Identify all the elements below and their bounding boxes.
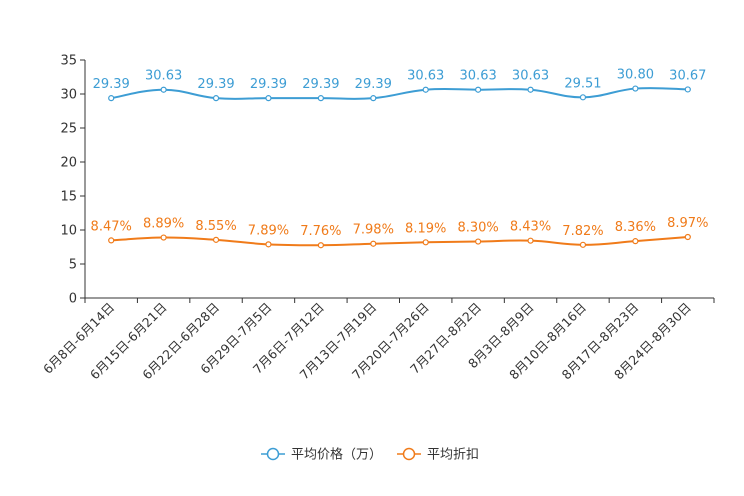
data-point[interactable] bbox=[422, 86, 429, 93]
data-label: 29.39 bbox=[250, 77, 287, 92]
data-label: 30.63 bbox=[407, 69, 444, 84]
data-point[interactable] bbox=[160, 86, 167, 93]
data-point[interactable] bbox=[684, 233, 691, 241]
data-point[interactable] bbox=[579, 94, 587, 101]
y-tick-label: 0 bbox=[69, 292, 77, 307]
data-label: 8.43% bbox=[510, 220, 551, 235]
data-label: 7.82% bbox=[562, 224, 603, 239]
legend-item-1[interactable]: 平均价格（万） bbox=[261, 447, 382, 463]
data-point[interactable] bbox=[579, 241, 587, 248]
data-label: 29.39 bbox=[355, 77, 392, 92]
data-point[interactable] bbox=[475, 86, 482, 93]
data-label: 30.80 bbox=[617, 68, 654, 83]
data-point[interactable] bbox=[527, 237, 534, 244]
data-point[interactable] bbox=[632, 238, 639, 245]
data-point[interactable] bbox=[265, 95, 272, 102]
y-tick-label: 5 bbox=[69, 258, 77, 273]
data-label: 29.51 bbox=[564, 76, 601, 91]
legend-circle-marker bbox=[402, 447, 416, 461]
x-axis: 6月8日-6月14日6月15日-6月21日6月22日-6月28日6月29日-7月… bbox=[40, 297, 715, 382]
data-label: 29.39 bbox=[302, 77, 339, 92]
data-label: 29.39 bbox=[197, 77, 234, 92]
y-tick-label: 10 bbox=[60, 224, 77, 239]
series-line bbox=[111, 87, 688, 100]
data-point[interactable] bbox=[265, 241, 272, 248]
data-label: 7.76% bbox=[300, 224, 341, 239]
data-label: 30.63 bbox=[512, 69, 549, 84]
legend-label: 平均价格（万） bbox=[291, 447, 382, 463]
series-layer: 29.39 30.63 29.39 29.39 29.39 29.39 30.63 30.63… bbox=[91, 68, 708, 249]
data-label: 30.67 bbox=[669, 68, 706, 83]
data-label: 30.63 bbox=[145, 69, 182, 84]
data-point[interactable] bbox=[527, 86, 534, 93]
y-tick-label: 15 bbox=[60, 190, 77, 205]
data-label: 8.97% bbox=[667, 216, 708, 231]
legend-circle-marker bbox=[266, 447, 280, 461]
data-point[interactable] bbox=[317, 242, 324, 249]
data-label: 7.98% bbox=[353, 223, 394, 238]
data-point[interactable] bbox=[160, 234, 167, 241]
y-tick-label: 20 bbox=[60, 156, 77, 171]
data-label: 7.89% bbox=[248, 223, 289, 238]
data-point[interactable] bbox=[108, 237, 115, 244]
data-label: 8.55% bbox=[195, 219, 236, 234]
y-tick-label: 35 bbox=[60, 54, 77, 69]
y-axis: 0 5 10 15 20 25 30 35 bbox=[60, 54, 86, 307]
data-label: 8.19% bbox=[405, 221, 446, 236]
series-line bbox=[111, 236, 688, 247]
data-point[interactable] bbox=[632, 85, 639, 92]
data-point[interactable] bbox=[684, 86, 691, 93]
y-tick-label: 30 bbox=[60, 88, 77, 103]
data-label: 8.30% bbox=[457, 221, 498, 236]
series-2: 8.47% 8.89% 8.55% 7.89% 7.76% 7.98% 8.19% 8.30%… bbox=[91, 216, 708, 249]
legend-label: 平均折扣 bbox=[427, 448, 479, 463]
data-point[interactable] bbox=[370, 95, 377, 102]
data-label: 8.89% bbox=[143, 217, 184, 232]
data-point[interactable] bbox=[212, 236, 220, 243]
data-point[interactable] bbox=[212, 95, 220, 102]
data-label: 29.39 bbox=[93, 77, 130, 92]
data-label: 8.36% bbox=[615, 220, 656, 235]
y-tick-label: 25 bbox=[60, 122, 77, 137]
legend: 平均价格（万） 平均折扣 bbox=[261, 447, 479, 463]
data-point[interactable] bbox=[422, 239, 429, 246]
data-point[interactable] bbox=[317, 95, 324, 102]
series-1: 29.39 30.63 29.39 29.39 29.39 29.39 30.63 30.63… bbox=[93, 68, 706, 102]
data-label: 30.63 bbox=[460, 69, 497, 84]
data-label: 8.47% bbox=[91, 219, 132, 234]
data-point[interactable] bbox=[370, 240, 377, 247]
legend-item-2[interactable]: 平均折扣 bbox=[397, 448, 479, 463]
data-point[interactable] bbox=[108, 95, 115, 102]
data-point[interactable] bbox=[475, 238, 482, 245]
